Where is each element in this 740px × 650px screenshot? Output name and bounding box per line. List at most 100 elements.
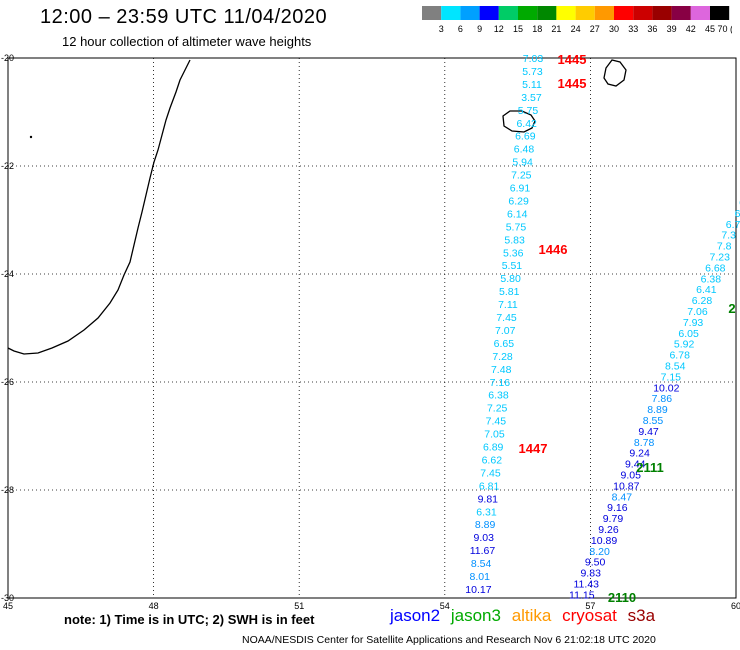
scale-label: 45 [705,24,715,34]
swh-value: 7.03 [523,53,544,65]
swh-value: 6.81 [479,480,500,492]
swh-value: 7.25 [511,170,532,182]
swh-value: 6.28 [692,295,713,307]
lat-tick-label: -20 [1,53,14,63]
scale-swatch [594,6,614,20]
swh-value: 5.81 [499,286,520,298]
pass-time-label: 1445 [558,76,587,91]
swh-value: 7.11 [498,299,518,311]
swh-value: 7.45 [496,312,517,324]
altimeter-track-b: 666.77.37.87.236.686.386.416.287.067.936… [569,197,740,601]
swh-value: 6.29 [508,195,529,207]
swh-value: 8.20 [589,546,610,558]
small-islet [29,135,33,139]
swh-value: 5.75 [506,221,527,233]
swh-value: 5.36 [503,247,524,259]
swh-value: 7.86 [652,393,673,405]
swh-value: 9.79 [603,513,624,525]
swh-value: 9.50 [585,557,606,569]
legend-jason3: jason3 [450,606,501,625]
lon-tick-label: 51 [294,601,304,611]
scale-swatch [556,6,576,20]
scale-swatch [652,6,672,20]
swh-value: 9.16 [607,502,628,514]
pass-time-label: 1445 [558,52,587,67]
swh-value: 5.75 [518,105,539,117]
swh-value: 7.25 [487,403,508,415]
swh-value: 6.41 [696,284,717,296]
pass-time-label: 1446 [539,242,568,257]
swh-value: 11.15 [569,589,595,601]
lat-tick-label: -22 [1,161,14,171]
swh-value: 7.28 [492,351,513,363]
swh-value: 5.92 [674,339,695,351]
swh-value: 10.02 [653,382,679,394]
swh-value: 5.51 [502,260,523,272]
swh-value: 6.89 [483,442,504,454]
swh-value: 10.17 [465,584,491,596]
scale-swatch [710,6,730,20]
swh-value: 6.31 [476,506,497,518]
coastline [7,59,627,355]
scale-label: 12 [494,24,504,34]
altimeter-track-a: 7.035.735.113.575.756.426.696.485.947.25… [465,53,543,596]
swh-value: 6.05 [678,328,699,340]
swh-value: 8.55 [643,415,664,427]
lon-tick-label: 54 [440,601,450,611]
swh-value: 6.91 [510,183,531,195]
swh-value: 7.3 [721,230,736,242]
scale-label: 70 (ft) [717,24,732,34]
legend-s3a: s3a [627,606,656,625]
swh-value: 11.43 [574,579,600,591]
swh-value: 5.83 [504,234,525,246]
legend-cryosat: cryosat [562,606,617,625]
swh-value: 7.93 [683,317,704,329]
swh-value: 7.05 [484,429,505,441]
scale-swatch [460,6,480,20]
swh-value: 6.38 [488,390,509,402]
scale-label: 42 [686,24,696,34]
scale-swatch [479,6,499,20]
scale-label: 36 [647,24,657,34]
reunion-island [502,110,536,133]
swh-value: 6 [735,208,740,220]
lon-tick-label: 60 [731,601,740,611]
pass-time-label: 2111 [636,460,664,475]
scale-label: 39 [667,24,677,34]
swh-value: 9.24 [629,448,650,460]
scale-swatch [614,6,634,20]
scale-swatch [518,6,538,20]
scale-swatch [422,6,442,20]
swh-value: 7.23 [710,252,731,264]
scale-label: 21 [551,24,561,34]
swh-value: 6.42 [516,118,537,130]
swh-value: 6.38 [701,273,722,285]
lon-tick-label: 48 [149,601,159,611]
footer-credit: NOAA/NESDIS Center for Satellite Applica… [242,634,656,646]
pass-time-label: 2110 [608,590,636,605]
swh-value: 7.48 [491,364,512,376]
swh-value: 6.78 [669,350,690,362]
map-subtitle: 12 hour collection of altimeter wave hei… [62,34,312,49]
swh-value: 9.03 [474,532,495,544]
lat-lon-grid [7,57,737,599]
swh-value: 5.11 [522,79,542,91]
scale-label: 15 [513,24,523,34]
swh-value: 9.81 [478,493,499,505]
scale-label: 18 [532,24,542,34]
swh-value: 9.05 [621,470,642,482]
map-title: 12:00 – 23:59 UTC 11/04/2020 [40,6,328,28]
swh-value: 5.94 [512,157,533,169]
swh-value: 9.83 [580,568,601,580]
legend-altika: altika [511,606,552,625]
swh-value: 6.69 [515,131,536,143]
axis-labels: 45 48 51 54 57 60 -20 -22 -24 -26 -28 -30 [1,53,740,611]
swh-value: 8.54 [665,361,686,373]
pass-time-label: 1447 [519,441,548,456]
swh-value: 11.67 [470,545,496,557]
scale-label: 6 [458,24,463,34]
scale-swatch [575,6,595,20]
scale-swatch [441,6,461,20]
